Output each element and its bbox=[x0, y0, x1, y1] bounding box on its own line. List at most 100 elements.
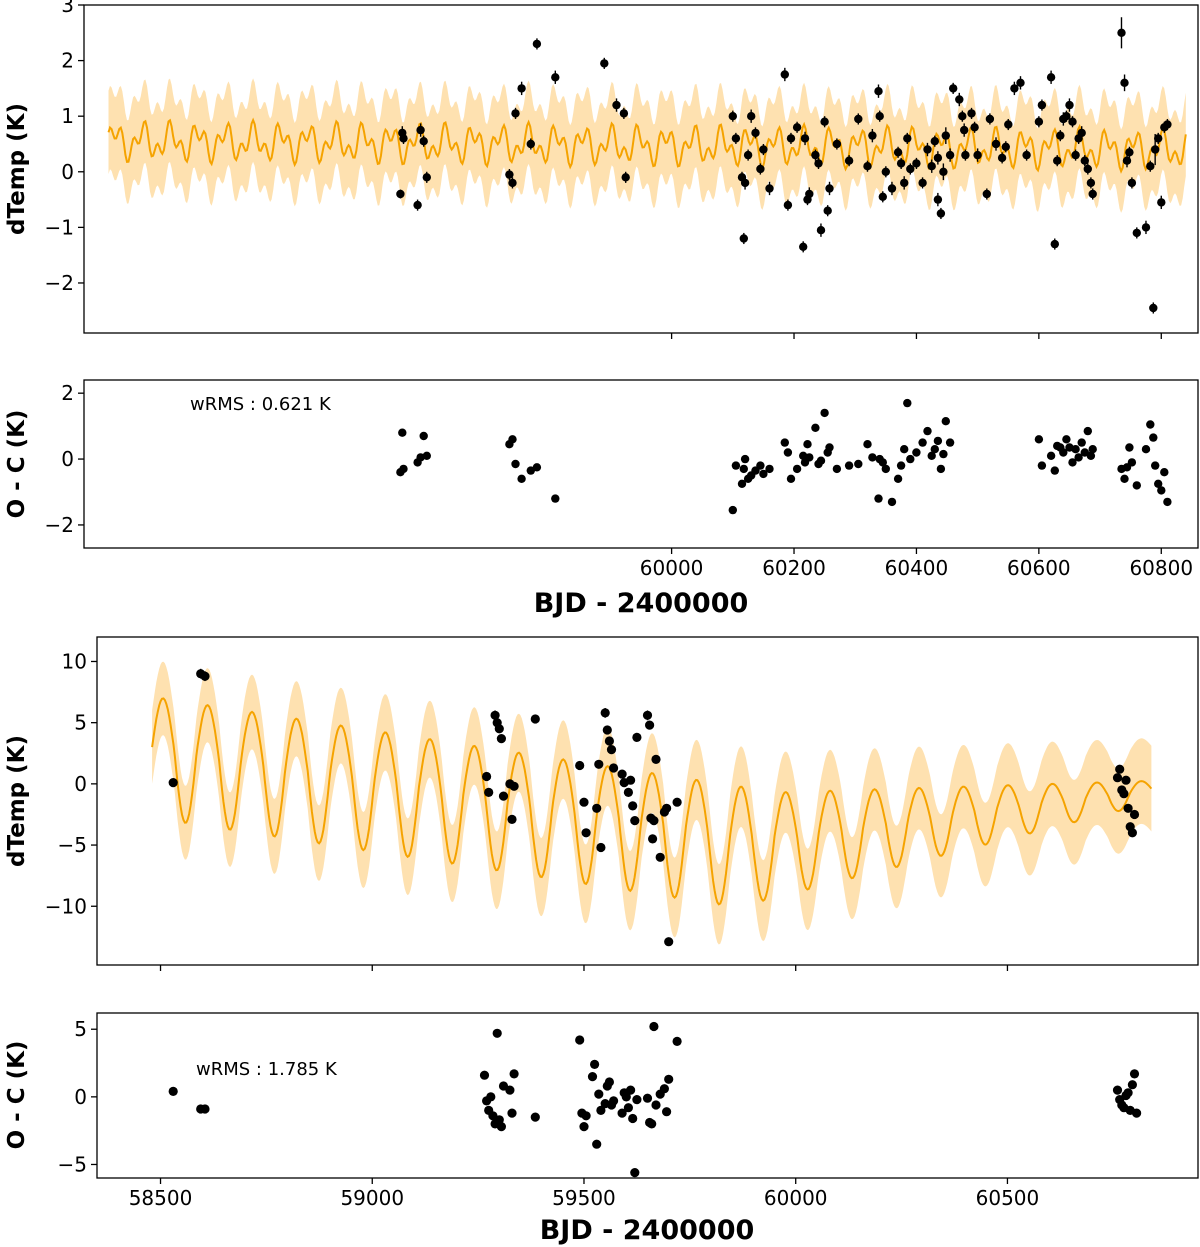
data-point bbox=[863, 440, 872, 449]
y-tick-label: 1 bbox=[61, 104, 74, 128]
data-point bbox=[832, 464, 842, 474]
x-tick-label: 60600 bbox=[1007, 556, 1071, 580]
data-point bbox=[887, 497, 897, 507]
data-point bbox=[664, 1074, 674, 1084]
data-point bbox=[530, 714, 540, 724]
data-point bbox=[398, 428, 407, 437]
data-point bbox=[1022, 150, 1031, 160]
data-point bbox=[1117, 28, 1126, 37]
data-point bbox=[649, 1021, 659, 1032]
data-point bbox=[844, 156, 854, 165]
data-point bbox=[628, 1113, 638, 1124]
x-tick-label: 59500 bbox=[552, 1186, 616, 1210]
wrms-annotation: wRMS : 0.621 K bbox=[190, 394, 332, 415]
data-point bbox=[1086, 451, 1096, 460]
data-point bbox=[551, 494, 560, 503]
data-point bbox=[881, 167, 890, 176]
y-tick-label: 10 bbox=[62, 649, 87, 673]
data-point bbox=[662, 803, 672, 813]
data-point bbox=[1149, 433, 1158, 442]
data-point bbox=[494, 724, 504, 734]
data-point bbox=[832, 139, 842, 149]
data-point bbox=[617, 1108, 627, 1118]
data-point bbox=[814, 159, 823, 168]
data-point bbox=[645, 720, 655, 730]
data-point bbox=[498, 791, 509, 801]
data-point bbox=[740, 178, 750, 188]
data-point bbox=[900, 445, 909, 454]
data-point bbox=[1154, 134, 1163, 143]
data-point bbox=[939, 167, 948, 176]
data-point bbox=[1125, 443, 1134, 452]
data-point bbox=[816, 456, 826, 465]
data-point bbox=[970, 123, 979, 132]
data-point bbox=[532, 463, 542, 472]
y-axis-label: O - C (K) bbox=[4, 410, 30, 519]
data-point bbox=[967, 109, 976, 118]
y-tick-label: 0 bbox=[61, 160, 74, 184]
data-point bbox=[492, 1028, 502, 1038]
data-point bbox=[868, 453, 877, 462]
data-point bbox=[509, 1069, 519, 1079]
data-point bbox=[982, 189, 991, 199]
data-point bbox=[765, 184, 774, 193]
data-point bbox=[399, 134, 408, 143]
data-point bbox=[1056, 131, 1065, 140]
data-point bbox=[505, 170, 514, 179]
data-point bbox=[759, 469, 768, 479]
data-point bbox=[479, 1070, 490, 1080]
data-point bbox=[399, 464, 408, 474]
model-uncertainty-band bbox=[108, 78, 1186, 213]
data-point bbox=[581, 828, 591, 838]
data-point bbox=[1062, 112, 1071, 121]
data-point bbox=[783, 448, 793, 457]
panel-bottom-residuals: 58500 59000 59500 60000 60500−505 O - C (K) … bbox=[4, 1012, 1199, 1246]
data-point bbox=[619, 109, 629, 118]
data-point bbox=[1086, 178, 1096, 188]
data-point bbox=[799, 242, 808, 251]
data-point bbox=[816, 226, 826, 235]
data-point bbox=[1132, 1108, 1142, 1118]
data-point bbox=[1010, 84, 1019, 93]
data-point bbox=[575, 1035, 585, 1045]
data-point bbox=[1129, 809, 1140, 820]
data-point bbox=[1074, 453, 1083, 462]
data-point bbox=[602, 725, 612, 735]
data-point bbox=[1149, 303, 1158, 313]
data-point bbox=[743, 150, 753, 160]
data-point bbox=[526, 139, 535, 149]
data-point bbox=[1004, 120, 1013, 129]
y-tick-label: −10 bbox=[45, 894, 87, 918]
data-point bbox=[1121, 775, 1131, 785]
data-point bbox=[1046, 73, 1056, 82]
panel-top-fit: −2 −1 0 1 2 3 dTemp (K) bbox=[4, 0, 1199, 339]
data-point bbox=[517, 84, 526, 93]
data-point bbox=[579, 797, 589, 807]
data-point bbox=[551, 73, 560, 82]
data-point bbox=[509, 781, 519, 791]
data-point bbox=[918, 438, 927, 447]
data-point bbox=[604, 1077, 615, 1087]
data-point bbox=[1154, 479, 1163, 488]
data-point bbox=[1050, 466, 1060, 475]
data-point bbox=[505, 1085, 515, 1095]
y-tick-label: −1 bbox=[45, 215, 74, 239]
data-point bbox=[508, 178, 517, 188]
data-point bbox=[854, 459, 863, 469]
x-tick-label: 60000 bbox=[640, 556, 704, 580]
data-point bbox=[1001, 142, 1010, 151]
data-point bbox=[1077, 128, 1086, 138]
data-point bbox=[612, 100, 621, 110]
data-point bbox=[739, 234, 748, 243]
data-point bbox=[490, 710, 500, 720]
data-point bbox=[747, 112, 756, 121]
x-tick-label: 60000 bbox=[764, 1186, 828, 1210]
data-point bbox=[1050, 239, 1060, 249]
data-point bbox=[587, 1072, 598, 1082]
data-point bbox=[672, 797, 682, 807]
data-point bbox=[863, 162, 872, 171]
data-point bbox=[486, 1092, 496, 1102]
axes-frame bbox=[83, 379, 1199, 549]
data-point bbox=[168, 1086, 178, 1096]
model-line bbox=[151, 697, 1153, 906]
